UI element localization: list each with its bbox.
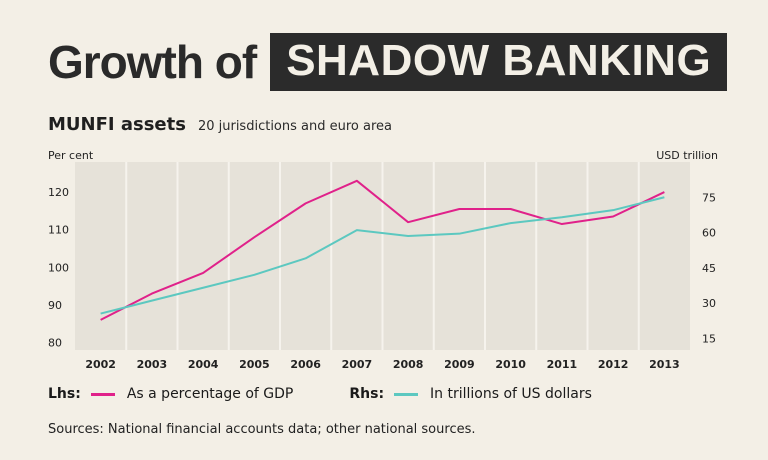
x-tick-label: 2004 [188,358,219,371]
legend-tag-lhs: Lhs: [48,386,81,402]
right-axis-unit: USD trillion [656,149,718,162]
x-tick-label: 2009 [444,358,475,371]
left-tick-label: 80 [48,336,62,349]
subtitle-row: MUNFI assets 20 jurisdictions and euro a… [48,114,392,135]
x-tick-label: 2012 [598,358,629,371]
left-tick-label: 120 [48,186,69,199]
right-tick-label: 75 [702,191,716,204]
series-line-gdp [100,179,665,321]
x-tick-label: 2003 [137,358,168,371]
x-tick-label: 2008 [393,358,424,371]
right-tick-label: 60 [702,227,716,240]
left-tick-label: 90 [48,299,62,312]
legend-tag-rhs: Rhs: [349,386,385,402]
series-line-usd [100,196,665,315]
x-tick-label: 2002 [85,358,116,371]
chart-title: Growth of SHADOW BANKING [48,30,728,94]
legend-label-usd: In trillions of US dollars [430,386,592,402]
left-tick-label: 100 [48,261,69,274]
legend-label-gdp: As a percentage of GDP [126,386,294,402]
title-plain: Growth of [48,36,257,88]
legend-item-usd: Rhs: In trillions of US dollars [349,386,592,402]
x-tick-label: 2010 [495,358,526,371]
x-tick-label: 2006 [290,358,321,371]
x-tick-label: 2013 [649,358,680,371]
left-axis-unit: Per cent [48,149,94,162]
legend-item-gdp: Lhs: As a percentage of GDP [48,386,293,402]
right-tick-label: 45 [702,262,716,275]
x-tick-label: 2011 [547,358,578,371]
legend-swatch-gdp [90,392,115,396]
title-highlight: SHADOW BANKING [270,33,728,91]
x-tick-label: 2005 [239,358,270,371]
source-note: Sources: National financial accounts dat… [48,422,476,437]
chart-subtitle: MUNFI assets [48,114,186,135]
left-tick-label: 110 [48,224,69,237]
right-tick-label: 15 [702,332,716,345]
right-tick-label: 30 [702,297,716,310]
chart-legend: Lhs: As a percentage of GDP Rhs: In tril… [48,386,648,402]
x-tick-label: 2007 [342,358,373,371]
legend-swatch-usd [394,392,419,396]
subtitle-note: 20 jurisdictions and euro area [197,119,392,134]
